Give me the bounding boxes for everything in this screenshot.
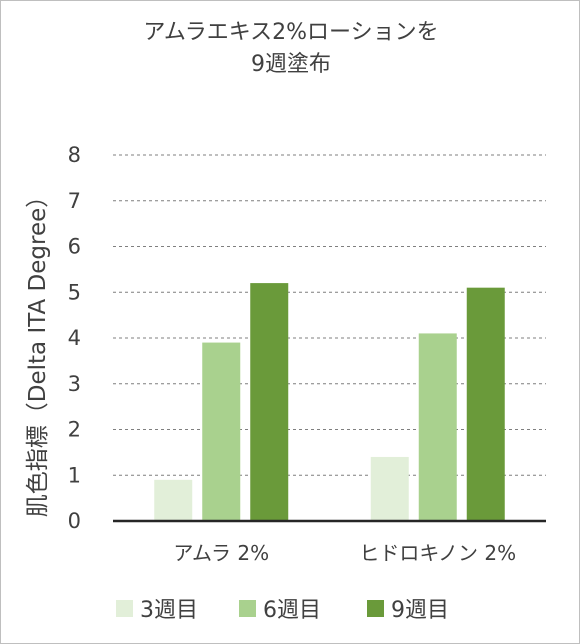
legend-swatch (239, 600, 256, 617)
bar (466, 287, 505, 521)
y-tick-label: 1 (68, 463, 81, 487)
legend-label: 3週目 (140, 598, 198, 623)
y-axis-ticks: 0 1 2 3 4 5 6 7 8 (68, 143, 81, 533)
category-label: ヒドロキノン 2% (359, 541, 516, 565)
bar (418, 333, 457, 521)
legend-label: 6週目 (263, 598, 321, 623)
chart-title-line-1: アムラエキス2%ローションを (143, 20, 438, 45)
bar (154, 479, 193, 521)
chart-title-line-2: 9週塗布 (251, 52, 331, 77)
bar (250, 283, 289, 521)
x-axis-categories: アムラ 2% ヒドロキノン 2% (173, 541, 516, 565)
legend-item: 3週目 (116, 598, 198, 623)
bars (154, 283, 505, 521)
y-tick-label: 6 (68, 235, 81, 259)
bar (370, 456, 409, 521)
y-tick-label: 4 (68, 326, 81, 350)
category-label: アムラ 2% (173, 541, 269, 565)
legend: 3週目 6週目 9週目 (116, 598, 449, 623)
legend-swatch (116, 600, 133, 617)
y-tick-label: 7 (68, 189, 81, 213)
legend-item: 9週目 (367, 598, 449, 623)
y-tick-label: 8 (68, 143, 81, 167)
y-tick-label: 0 (68, 509, 81, 533)
y-tick-label: 3 (68, 372, 81, 396)
y-axis-label: 肌色指標（Delta ITA Degree） (25, 185, 51, 517)
bar (202, 342, 241, 521)
legend-item: 6週目 (239, 598, 321, 623)
grid-lines (113, 154, 546, 476)
chart-title: アムラエキス2%ローションを 9週塗布 (143, 20, 438, 77)
y-tick-label: 5 (68, 280, 81, 304)
y-tick-label: 2 (68, 418, 81, 442)
legend-swatch (367, 600, 384, 617)
legend-label: 9週目 (391, 598, 449, 623)
